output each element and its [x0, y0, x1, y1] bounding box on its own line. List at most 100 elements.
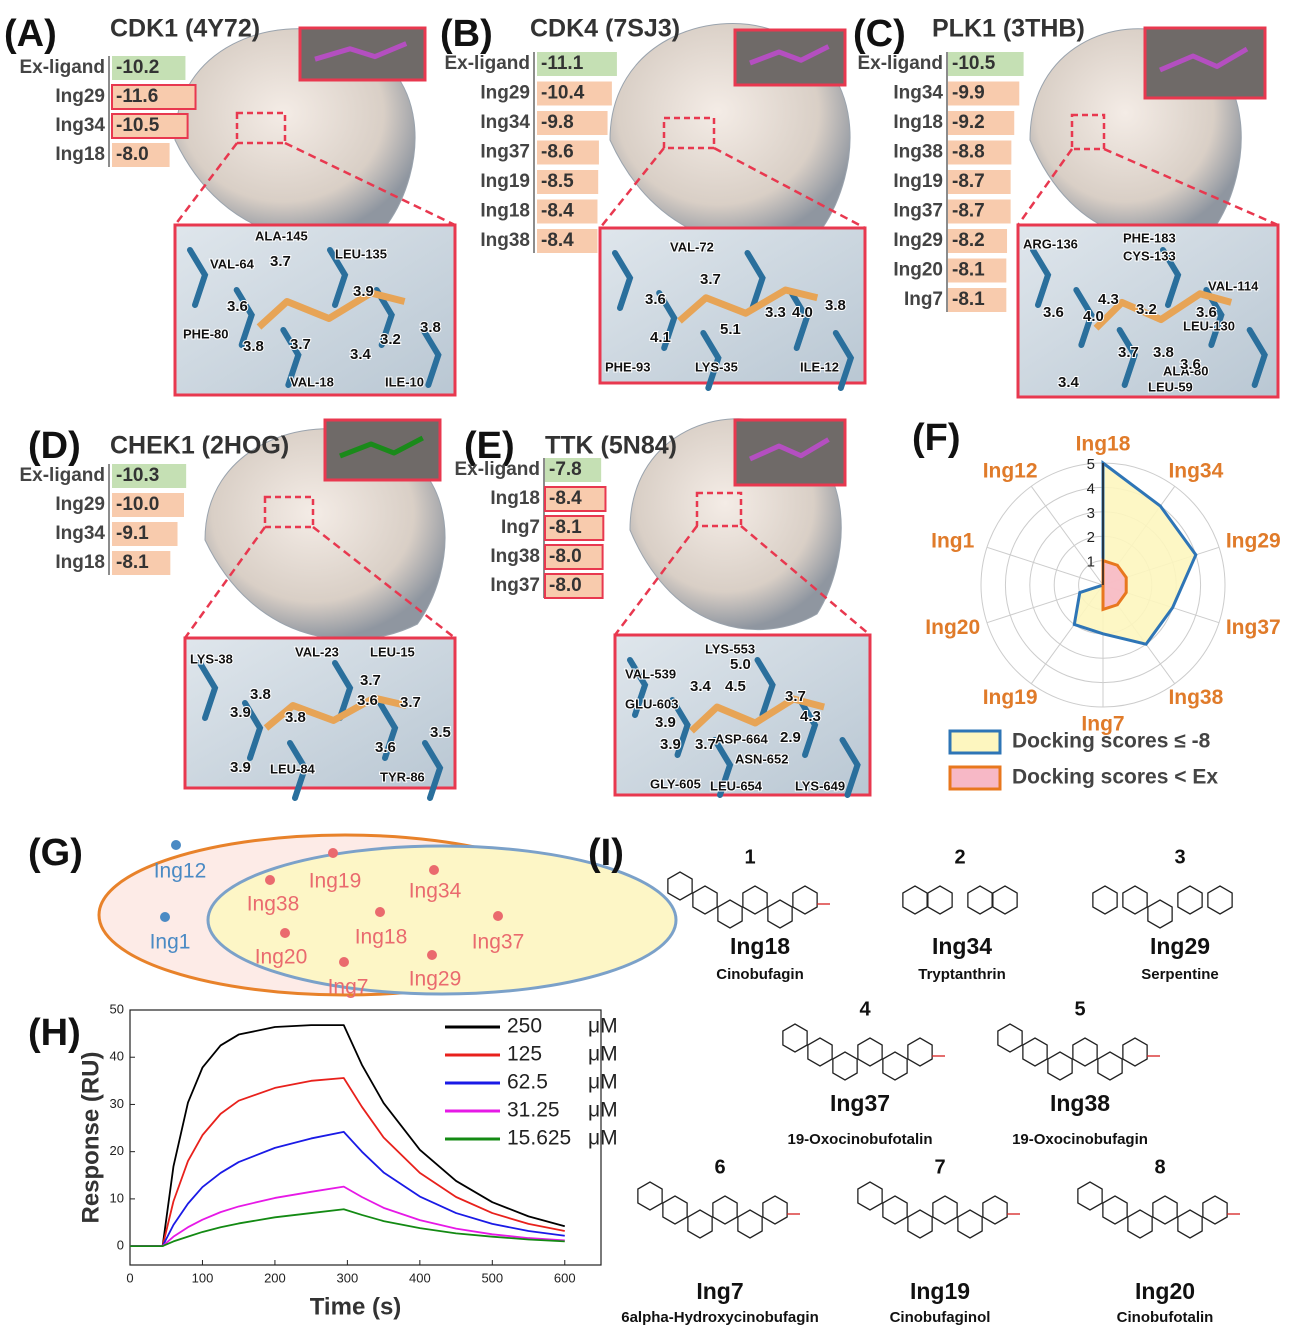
panel-letter: (F) — [912, 417, 961, 459]
panel-letter: (C) — [853, 13, 906, 55]
score-label: -11.6 — [116, 86, 158, 107]
distance-label: 3.2 — [1136, 301, 1157, 318]
ring — [768, 900, 792, 928]
legend-unit: μM — [588, 1099, 618, 1122]
category-label: Ing12 — [983, 459, 1038, 482]
score-label: -8.5 — [541, 171, 574, 192]
x-tick-label: 0 — [126, 1270, 133, 1285]
x-tick-label: 100 — [192, 1270, 214, 1285]
venn-label: Ing1 — [150, 931, 191, 954]
residue-label: PHE-93 — [605, 359, 651, 374]
distance-label: 3.7 — [270, 253, 291, 270]
ring — [998, 1024, 1022, 1052]
category-label: Ing18 — [1076, 433, 1131, 456]
panel-title: CDK4 (7SJ3) — [530, 15, 680, 43]
score-label: -9.2 — [952, 112, 985, 133]
venn-dot — [339, 957, 349, 967]
distance-label: 3.7 — [700, 271, 721, 288]
legend-unit: μM — [588, 1071, 618, 1094]
compound-name: Serpentine — [1141, 966, 1219, 983]
ring — [688, 1210, 712, 1238]
ring — [1103, 1196, 1127, 1224]
legend-label: 62.5 — [507, 1071, 548, 1094]
ring — [1048, 1052, 1072, 1080]
ring — [1128, 1210, 1152, 1238]
residue-label: ILE-10 — [385, 374, 424, 389]
residue-label: GLU-603 — [625, 696, 678, 711]
compound-number: 2 — [954, 846, 965, 868]
ligand-label: Ing38 — [480, 230, 530, 251]
distance-label: 3.9 — [230, 759, 251, 776]
compound-number: 6 — [714, 1156, 725, 1178]
distance-label: 3.6 — [1043, 304, 1064, 321]
distance-label: 3.5 — [430, 724, 451, 741]
score-label: -8.6 — [541, 142, 574, 163]
score-label: -8.1 — [952, 289, 985, 310]
venn-dot — [328, 848, 338, 858]
legend-label: Docking scores ≤ -8 — [1012, 730, 1211, 753]
compound-name: 19-Oxocinobufagin — [1012, 1131, 1148, 1148]
score-label: -9.9 — [952, 83, 985, 104]
compound-code: Ing38 — [1050, 1090, 1110, 1116]
distance-label: 3.6 — [227, 298, 248, 315]
ligand-label: Ing18 — [480, 201, 530, 222]
score-label: -8.8 — [952, 142, 985, 163]
score-label: -8.0 — [116, 144, 149, 165]
venn-dot — [280, 928, 290, 938]
compound-code: Ing37 — [830, 1090, 890, 1116]
compound-name: Tryptanthrin — [918, 966, 1006, 983]
residue-label: LEU-84 — [270, 761, 316, 776]
compound-name: 6alpha-Hydroxycinobufagin — [621, 1309, 819, 1326]
ring — [793, 886, 817, 914]
distance-label: 3.7 — [785, 688, 806, 705]
response-curve — [130, 1078, 565, 1246]
ring — [1098, 1052, 1122, 1080]
ligand-label: Ing34 — [480, 112, 530, 133]
grid-spoke — [987, 547, 1103, 585]
y-tick-label: 10 — [110, 1190, 124, 1205]
r-tick-label: 3 — [1087, 505, 1095, 522]
distance-label: 3.4 — [690, 678, 712, 695]
ring — [693, 886, 717, 914]
distance-label: 3.9 — [660, 736, 681, 753]
ring — [908, 1038, 932, 1066]
compound-name: Cinobufagin — [716, 966, 803, 983]
distance-label: 3.7 — [290, 336, 311, 353]
distance-label: 4.5 — [725, 678, 746, 695]
venn-label: Ing18 — [355, 926, 408, 949]
residue-label: ILE-12 — [800, 359, 839, 374]
panel-title: CDK1 (4Y72) — [110, 15, 260, 43]
distance-label: 3.4 — [350, 346, 372, 363]
category-label: Ing29 — [1226, 529, 1281, 552]
ring — [928, 886, 952, 914]
venn-label: Ing20 — [255, 946, 308, 969]
panel-title: TTK (5N84) — [545, 432, 677, 460]
distance-label: 2.9 — [780, 729, 801, 746]
legend-label: 125 — [507, 1043, 542, 1066]
panel-title: CHEK1 (2HOG) — [110, 432, 289, 460]
category-label: Ing38 — [1168, 686, 1223, 709]
ring — [713, 1196, 737, 1224]
venn-dot — [493, 911, 503, 921]
ring — [1078, 1182, 1102, 1210]
compound-number: 7 — [934, 1156, 945, 1178]
ring — [968, 886, 992, 914]
r-tick-label: 5 — [1087, 456, 1095, 473]
ring — [738, 1210, 762, 1238]
ring — [903, 886, 927, 914]
figure: ALA-145LEU-135VAL-64PHE-80VAL-18ILE-103.… — [0, 0, 1299, 1328]
ring — [783, 1024, 807, 1052]
distance-label: 4.0 — [792, 304, 813, 321]
distance-label: 3.8 — [250, 686, 271, 703]
distance-label: 3.9 — [353, 283, 374, 300]
distance-label: 3.8 — [285, 709, 306, 726]
compound-code: Ing20 — [1135, 1278, 1195, 1304]
legend-label: 250 — [507, 1015, 542, 1038]
ligand-label: Ing18 — [55, 144, 105, 165]
score-label: -8.1 — [952, 260, 985, 281]
residue-label: LEU-15 — [370, 644, 415, 659]
compound-number: 4 — [859, 998, 871, 1020]
ligand-label: Ing18 — [893, 112, 943, 133]
distance-label: 3.8 — [243, 338, 264, 355]
score-label: -10.4 — [541, 83, 585, 104]
